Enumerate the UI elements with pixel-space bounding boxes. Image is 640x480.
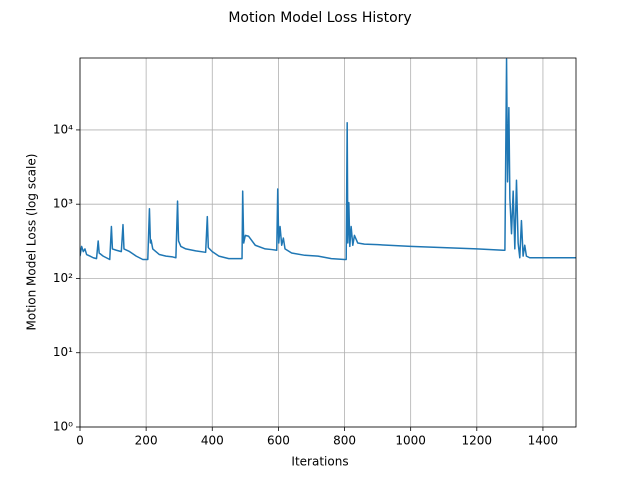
x-tick-label: 1200 — [462, 434, 493, 448]
x-tick-label: 1400 — [528, 434, 559, 448]
x-tick-label: 800 — [333, 434, 356, 448]
y-tick-label: 10² — [53, 271, 73, 285]
chart-title: Motion Model Loss History — [228, 10, 411, 26]
loss-line — [80, 58, 576, 261]
y-axis-label: Motion Model Loss (log scale) — [25, 154, 39, 331]
y-tick-label: 10¹ — [53, 345, 73, 359]
x-tick-label: 0 — [76, 434, 84, 448]
y-tick-label: 10⁴ — [53, 122, 73, 136]
x-tick-label: 200 — [135, 434, 158, 448]
y-tick-label: 10⁰ — [53, 420, 73, 434]
x-tick-label: 400 — [201, 434, 224, 448]
plot-frame — [79, 57, 577, 428]
x-tick-label: 1000 — [395, 434, 426, 448]
x-tick-label: 600 — [267, 434, 290, 448]
x-axis-label: Iterations — [291, 455, 348, 469]
y-tick-label: 10³ — [53, 197, 73, 211]
